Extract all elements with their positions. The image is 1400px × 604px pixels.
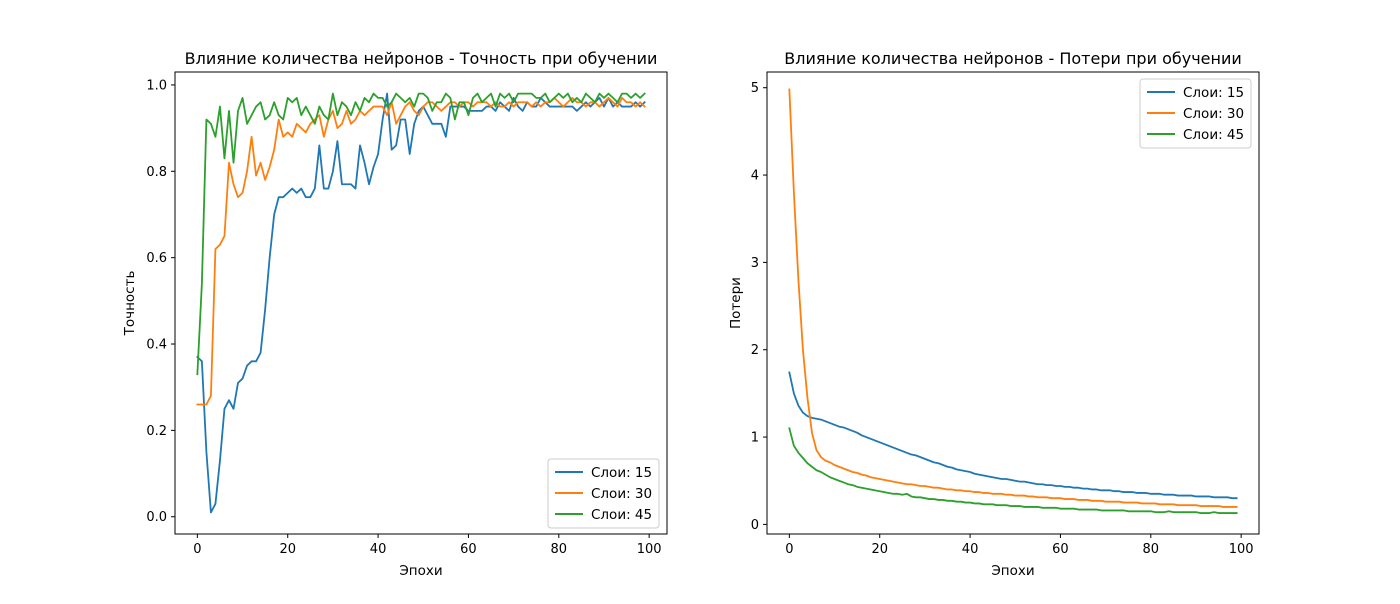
loss-y-tick-label: 5 [751, 81, 759, 96]
accuracy-chart-xlabel: Эпохи [399, 563, 442, 579]
loss-x-tick-label: 40 [962, 542, 979, 557]
legend-box [547, 458, 660, 529]
loss-chart-title: Влияние количества нейронов - Потери при… [784, 49, 1242, 68]
loss-chart-legend: Слои: 15 Слои: 30 Слои: 45 [1139, 78, 1252, 149]
legend-label-layers-15: Слои: 15 [1183, 85, 1244, 101]
legend-box [1139, 78, 1252, 149]
loss-chart-ylabel: Потери [728, 277, 744, 329]
loss-series-line-2 [788, 88, 1238, 508]
loss-series-line-3 [788, 427, 1238, 514]
loss-x-tick-label: 60 [1052, 542, 1069, 557]
accuracy-series-line-2 [196, 97, 646, 406]
loss-x-tick-label: 20 [871, 542, 888, 557]
loss-x-tick-label: 0 [785, 542, 793, 557]
loss-chart-frame [766, 71, 1260, 535]
loss-y-tick-label: 0 [751, 518, 759, 533]
accuracy-x-tick-label: 100 [637, 542, 662, 557]
loss-y-tick-label: 1 [751, 431, 759, 446]
accuracy-chart-lines [196, 92, 646, 514]
accuracy-y-tick-label: 0.2 [146, 424, 167, 439]
accuracy-chart-legend: Слои: 15 Слои: 30 Слои: 45 [547, 458, 660, 529]
legend-label-layers-45: Слои: 45 [591, 507, 652, 523]
loss-y-tick-label: 2 [751, 343, 759, 358]
accuracy-y-tick-label: 0.6 [146, 251, 167, 266]
loss-chart-xlabel: Эпохи [991, 563, 1034, 579]
accuracy-x-tick-label: 0 [193, 542, 201, 557]
legend-label-layers-15: Слои: 15 [591, 465, 652, 481]
accuracy-chart-title: Влияние количества нейронов - Точность п… [185, 49, 658, 68]
accuracy-series-line-1 [196, 92, 646, 514]
loss-y-tick-label: 3 [751, 256, 759, 271]
accuracy-chart-frame [174, 71, 668, 535]
loss-x-tick-label: 100 [1229, 542, 1254, 557]
legend-label-layers-30: Слои: 30 [591, 486, 652, 502]
loss-chart-ticks: 0 20 40 60 80 100 0 1 2 3 4 5 [751, 81, 1254, 557]
accuracy-x-tick-label: 40 [370, 542, 387, 557]
accuracy-chart-ylabel: Точность [122, 271, 138, 337]
loss-chart: Влияние количества нейронов - Потери при… [728, 49, 1260, 579]
accuracy-x-tick-label: 60 [460, 542, 477, 557]
accuracy-chart: Влияние количества нейронов - Точность п… [122, 49, 668, 579]
loss-y-tick-label: 4 [751, 169, 759, 184]
accuracy-chart-ticks: 0 20 40 60 80 100 0.0 0.2 0.4 0.6 0.8 1.0 [146, 78, 661, 557]
accuracy-x-tick-label: 20 [279, 542, 296, 557]
accuracy-y-tick-label: 0.8 [146, 165, 167, 180]
loss-series-line-1 [788, 371, 1238, 500]
accuracy-y-tick-label: 1.0 [146, 78, 167, 93]
legend-label-layers-30: Слои: 30 [1183, 106, 1244, 122]
accuracy-x-tick-label: 80 [551, 542, 568, 557]
accuracy-y-tick-label: 0.4 [146, 338, 167, 353]
legend-label-layers-45: Слои: 45 [1183, 127, 1244, 143]
loss-chart-lines [788, 88, 1238, 514]
accuracy-series-line-3 [196, 92, 646, 376]
accuracy-y-tick-label: 0.0 [146, 510, 167, 525]
loss-x-tick-label: 80 [1143, 542, 1160, 557]
